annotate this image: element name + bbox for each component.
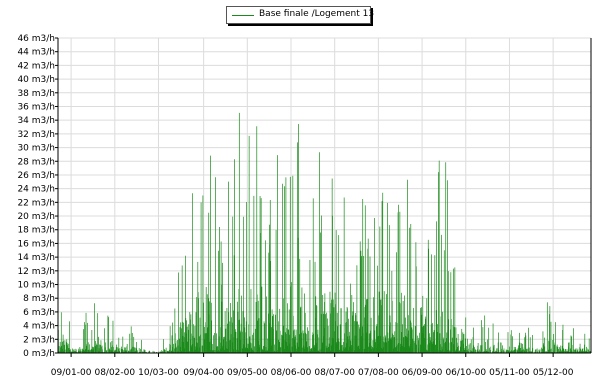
y-tick-label: 12 m3/h: [17, 267, 55, 277]
y-tick-label: 38 m3/h: [17, 89, 55, 99]
y-tick-label: 36 m3/h: [17, 102, 55, 112]
x-tick-label: 08/07-00: [314, 368, 355, 378]
y-tick-label: 26 m3/h: [17, 171, 55, 181]
y-tick-label: 22 m3/h: [17, 198, 55, 208]
x-tick-label: 08/02-00: [94, 368, 135, 378]
y-tick-label: 30 m3/h: [17, 144, 55, 154]
x-tick-label: 05/11-00: [489, 368, 530, 378]
legend: Base finale /Logement 13: [226, 6, 375, 24]
x-tick-label: 08/06-00: [271, 368, 312, 378]
plot-background: [58, 38, 591, 353]
legend-swatch: [232, 15, 254, 16]
y-tick-label: 10 m3/h: [17, 281, 55, 291]
y-tick-label: 34 m3/h: [17, 116, 55, 126]
y-tick-label: 24 m3/h: [17, 185, 55, 195]
y-tick-label: 28 m3/h: [17, 157, 55, 167]
x-tick-label: 07/08-00: [358, 368, 399, 378]
x-tick-label: 09/05-00: [227, 368, 268, 378]
x-tick-label: 10/03-00: [138, 368, 179, 378]
y-tick-label: 40 m3/h: [17, 75, 55, 85]
x-tick-label: 09/04-00: [183, 368, 224, 378]
y-tick-label: 42 m3/h: [17, 61, 55, 71]
y-tick-label: 14 m3/h: [17, 253, 55, 263]
y-tick-label: 2 m3/h: [23, 335, 55, 345]
x-tick-label: 06/10-00: [445, 368, 486, 378]
y-tick-label: 20 m3/h: [17, 212, 55, 222]
x-tick-label: 05/12-00: [533, 368, 574, 378]
y-tick-label: 8 m3/h: [23, 294, 55, 304]
y-tick-label: 44 m3/h: [17, 48, 55, 58]
y-tick-label: 0 m3/h: [23, 349, 55, 359]
x-tick-label: 06/09-00: [402, 368, 443, 378]
y-tick-label: 46 m3/h: [17, 34, 55, 44]
x-tick-label: 09/01-00: [51, 368, 92, 378]
y-tick-label: 16 m3/h: [17, 239, 55, 249]
y-tick-label: 4 m3/h: [23, 322, 55, 332]
y-tick-label: 32 m3/h: [17, 130, 55, 140]
y-tick-label: 18 m3/h: [17, 226, 55, 236]
y-tick-label: 6 m3/h: [23, 308, 55, 318]
series-bars: [57, 112, 591, 353]
legend-label: Base finale /Logement 13: [259, 9, 375, 19]
